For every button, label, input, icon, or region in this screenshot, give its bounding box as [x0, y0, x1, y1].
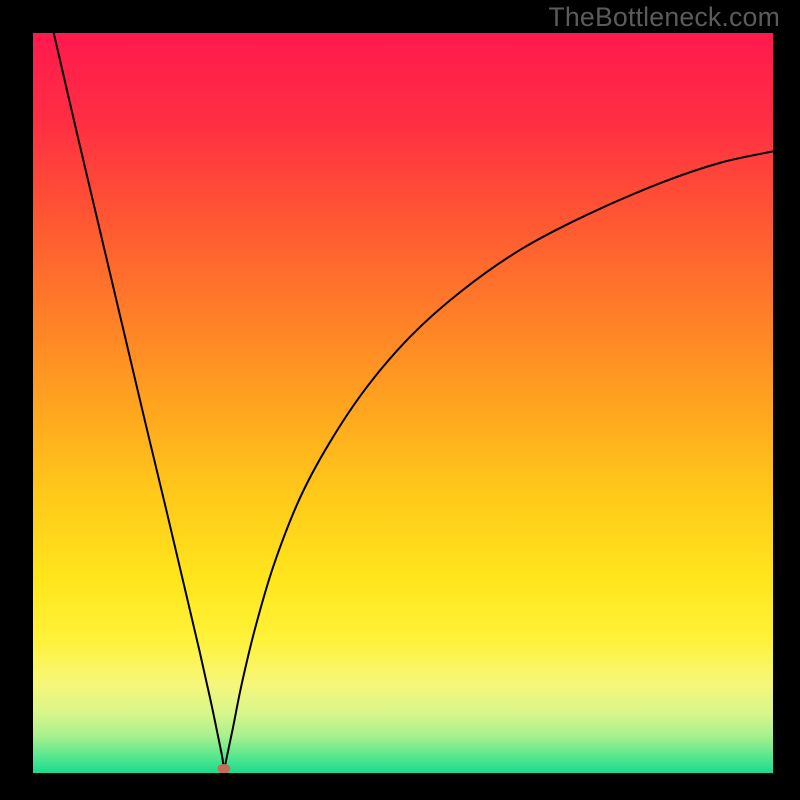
watermark-text: TheBottleneck.com	[548, 2, 780, 33]
minimum-marker	[218, 764, 231, 773]
chart-svg	[0, 0, 800, 800]
chart-root: TheBottleneck.com	[0, 0, 800, 800]
plot-background	[33, 33, 773, 773]
